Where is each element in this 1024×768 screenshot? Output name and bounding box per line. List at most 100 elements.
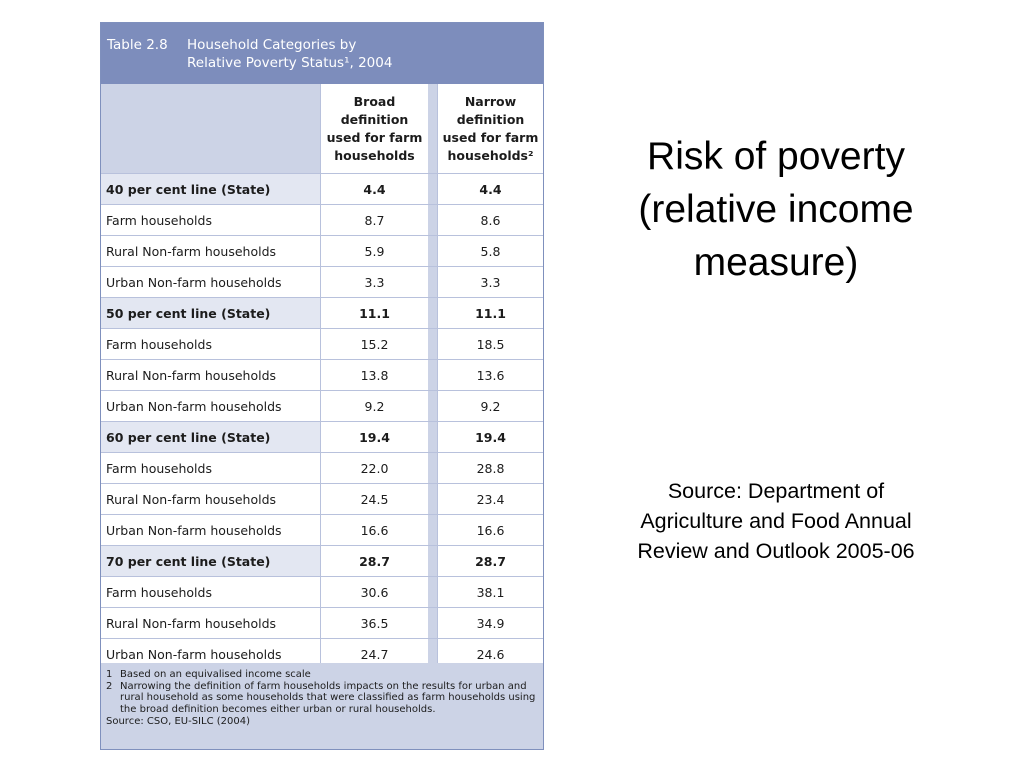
broad-value: 4.4: [363, 181, 386, 197]
row-label: 40 per cent line (State): [101, 174, 321, 204]
table-row: 60 per cent line (State) 19.4 19.4: [101, 422, 543, 453]
col-header-narrow-line2: definition: [456, 111, 525, 127]
narrow-value: 3.3: [437, 267, 543, 297]
row-label: Farm households: [101, 577, 321, 607]
table-source: Source: CSO, EU-SILC (2004): [106, 716, 250, 727]
table-row: Farm households 15.2 18.5: [101, 329, 543, 360]
table-row: Urban Non-farm households 3.3 3.3: [101, 267, 543, 298]
column-divider: [428, 391, 437, 421]
narrow-value: 28.8: [437, 453, 543, 483]
column-divider: [428, 577, 437, 607]
row-label: Rural Non-farm households: [101, 484, 321, 514]
narrow-value: 5.8: [437, 236, 543, 266]
table-row: 70 per cent line (State) 28.7 28.7: [101, 546, 543, 577]
footnote-text: Narrowing the definition of farm househo…: [120, 680, 536, 715]
table-row: Urban Non-farm households 16.6 16.6: [101, 515, 543, 546]
column-divider: [428, 174, 437, 204]
broad-value: 24.7: [360, 646, 389, 662]
broad-value: 30.6: [360, 584, 389, 600]
row-label: Urban Non-farm households: [101, 267, 321, 297]
table-row: Rural Non-farm households 24.5 23.4: [101, 484, 543, 515]
broad-value: 5.9: [364, 243, 385, 259]
column-divider: [428, 453, 437, 483]
broad-value: 19.4: [359, 429, 390, 445]
table-footnotes: 1 Based on an equivalised income scale 2…: [101, 663, 543, 749]
broad-value: 16.6: [360, 522, 389, 538]
table-row: Rural Non-farm households 5.9 5.8: [101, 236, 543, 267]
row-label: Urban Non-farm households: [101, 515, 321, 545]
slide-title: Risk of poverty (relative income measure…: [596, 130, 956, 289]
narrow-value: 16.6: [437, 515, 543, 545]
table-title-line2: Relative Poverty Status¹, 2004: [187, 55, 393, 71]
broad-value: 13.8: [360, 367, 389, 383]
col-header-narrow-line3: used for farm: [442, 129, 539, 145]
table-row: Urban Non-farm households 9.2 9.2: [101, 391, 543, 422]
column-divider: [428, 422, 437, 452]
col-header-broad-line1: Broad: [353, 93, 396, 109]
row-label: 50 per cent line (State): [101, 298, 321, 328]
column-divider: [428, 84, 437, 173]
row-label: Rural Non-farm households: [101, 360, 321, 390]
col-header-narrow-line4: households²: [447, 147, 534, 163]
column-divider: [428, 546, 437, 576]
table-number: Table 2.8: [107, 37, 168, 53]
broad-value: 11.1: [359, 305, 390, 321]
narrow-value: 23.4: [437, 484, 543, 514]
col-header-narrow-line1: Narrow: [464, 93, 517, 109]
row-label: Urban Non-farm households: [101, 391, 321, 421]
broad-value: 28.7: [359, 553, 390, 569]
column-divider: [428, 236, 437, 266]
footnote-number: 1: [106, 669, 113, 680]
narrow-value: 9.2: [437, 391, 543, 421]
slide-title-line2: (relative income: [638, 188, 914, 231]
narrow-value: 13.6: [437, 360, 543, 390]
row-label: Farm households: [101, 453, 321, 483]
broad-value: 3.3: [364, 274, 385, 290]
footnote-2: 2 Narrowing the definition of farm house…: [106, 681, 537, 716]
narrow-value: 18.5: [437, 329, 543, 359]
column-header-row: Broad definition used for farm household…: [101, 84, 543, 174]
column-divider: [428, 205, 437, 235]
table-row: Rural Non-farm households 36.5 34.9: [101, 608, 543, 639]
column-divider: [428, 484, 437, 514]
slide-title-line1: Risk of poverty: [647, 135, 905, 178]
broad-value: 15.2: [360, 336, 389, 352]
narrow-value: 8.6: [437, 205, 543, 235]
narrow-value: 28.7: [437, 546, 543, 576]
poverty-table: Table 2.8 Household Categories by Relati…: [100, 22, 544, 750]
narrow-value: 38.1: [437, 577, 543, 607]
broad-value: 8.7: [364, 212, 385, 228]
table-row: Farm households 30.6 38.1: [101, 577, 543, 608]
table-header: Table 2.8 Household Categories by Relati…: [101, 23, 543, 84]
col-header-broad-line2: definition: [340, 111, 409, 127]
table-row: Rural Non-farm households 13.8 13.6: [101, 360, 543, 391]
row-label: Rural Non-farm households: [101, 236, 321, 266]
footnote-text: Based on an equivalised income scale: [120, 669, 311, 680]
column-divider: [428, 515, 437, 545]
narrow-value: 34.9: [437, 608, 543, 638]
narrow-value: 4.4: [437, 174, 543, 204]
column-divider: [428, 608, 437, 638]
table-row: 40 per cent line (State) 4.4 4.4: [101, 174, 543, 205]
table-grid: Broad definition used for farm household…: [101, 84, 543, 670]
narrow-value: 19.4: [437, 422, 543, 452]
table-row: Farm households 22.0 28.8: [101, 453, 543, 484]
col-header-broad-line3: used for farm: [326, 129, 423, 145]
slide-title-line3: measure): [693, 241, 859, 284]
row-label: Farm households: [101, 329, 321, 359]
col-header-narrow: Narrow definition used for farm househol…: [437, 84, 543, 173]
header-empty-cell: [101, 84, 321, 173]
footnote-1: 1 Based on an equivalised income scale: [106, 669, 537, 681]
column-divider: [428, 298, 437, 328]
broad-value: 36.5: [360, 615, 389, 631]
row-label: Farm households: [101, 205, 321, 235]
column-divider: [428, 267, 437, 297]
column-divider: [428, 639, 437, 669]
narrow-value: 11.1: [437, 298, 543, 328]
broad-value: 9.2: [364, 398, 385, 414]
column-divider: [428, 329, 437, 359]
slide-source: Source: Department of Agriculture and Fo…: [596, 476, 956, 566]
table-row: 50 per cent line (State) 11.1 11.1: [101, 298, 543, 329]
col-header-broad-line4: households: [334, 147, 415, 163]
row-label: 70 per cent line (State): [101, 546, 321, 576]
